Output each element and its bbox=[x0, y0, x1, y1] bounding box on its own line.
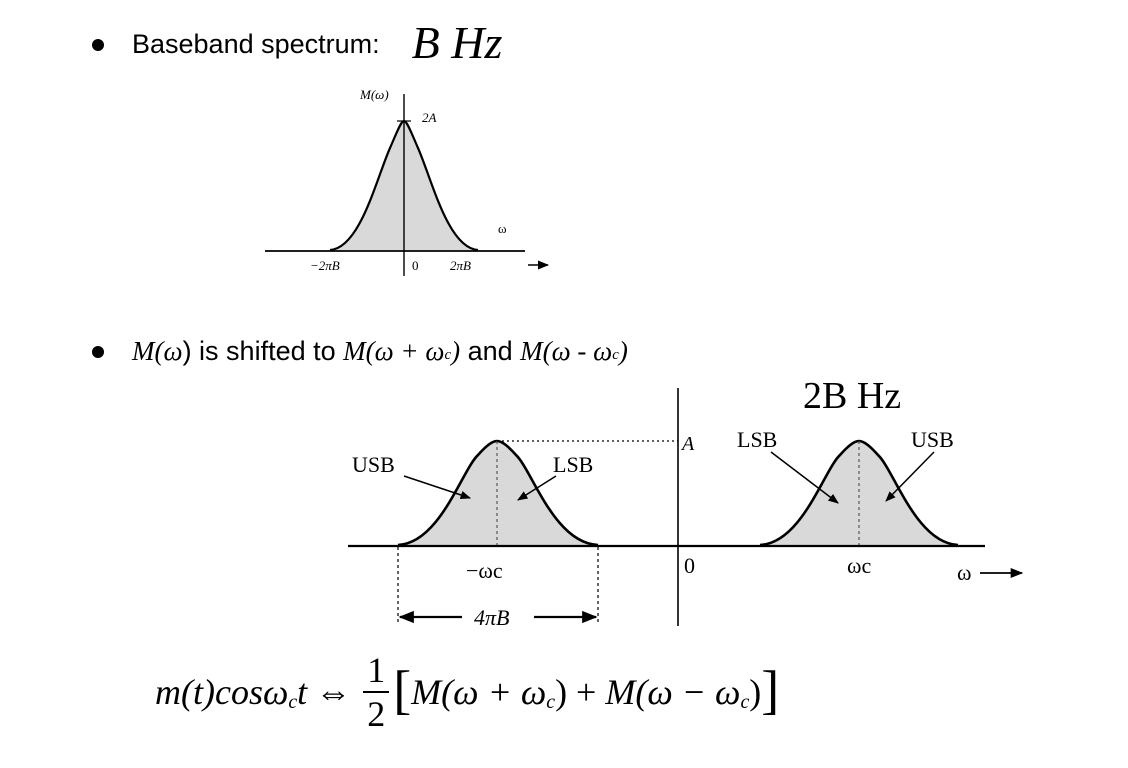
baseband-label: Baseband spectrum: bbox=[132, 29, 380, 59]
omega-symbol: ω bbox=[163, 336, 183, 366]
shifted-spectrum-plus: M(ω + ω bbox=[343, 336, 445, 366]
right-usb-pointer bbox=[885, 451, 935, 502]
left-usb-label: USB bbox=[352, 452, 395, 477]
tick-omega-c: ωc bbox=[847, 553, 871, 578]
term-minus-text: M(ω − ω bbox=[605, 672, 741, 712]
fraction-denominator: 2 bbox=[367, 694, 386, 734]
term-minus: M(ω − ωc) bbox=[605, 671, 761, 713]
subscript-c: c bbox=[444, 347, 452, 363]
right-lsb-label: LSB bbox=[737, 427, 777, 452]
baseband-tick-zero: 0 bbox=[412, 258, 419, 273]
term-plus-subscript: c bbox=[546, 691, 556, 713]
left-lsb-label: LSB bbox=[553, 452, 593, 477]
shift-text: ) is shifted to bbox=[182, 336, 344, 366]
formula-lhs: m(t)cosωct bbox=[155, 671, 307, 713]
baseband-bandwidth: B Hz bbox=[411, 17, 503, 68]
bullet-dot bbox=[92, 345, 104, 358]
paren-close: ) bbox=[618, 336, 628, 366]
term-plus-text: M(ω + ω bbox=[411, 672, 547, 712]
lhs-t: t bbox=[297, 672, 308, 712]
and-text: and bbox=[460, 336, 521, 366]
term-plus-close: ) + bbox=[555, 672, 606, 712]
lhs-text: m(t)cosω bbox=[155, 672, 289, 712]
right-lsb-pointer bbox=[770, 451, 839, 504]
peak-a-label: A bbox=[680, 433, 695, 455]
paren-close: ) bbox=[451, 336, 461, 366]
one-half-fraction: 1 2 bbox=[363, 652, 390, 734]
right-band-fill bbox=[760, 441, 958, 545]
bullet-dot bbox=[92, 38, 104, 51]
omega-axis-label: ω bbox=[957, 560, 971, 585]
bullet-shift: M(ω) is shifted to M(ω + ω c) and M(ω - ω… bbox=[92, 336, 628, 367]
term-minus-subscript: c bbox=[740, 691, 750, 713]
term-minus-close: ) bbox=[749, 672, 762, 712]
term-plus: M(ω + ωc) + bbox=[411, 671, 605, 713]
baseband-tick-pos: 2πB bbox=[450, 258, 471, 273]
right-usb-label: USB bbox=[911, 427, 954, 452]
fraction-numerator: 1 bbox=[363, 652, 390, 693]
spectrum-symbol: M( bbox=[132, 336, 164, 366]
left-bracket: [ bbox=[393, 660, 412, 720]
baseband-y-label: M(ω) bbox=[359, 87, 389, 102]
left-band-fill bbox=[398, 441, 598, 545]
right-bracket: ] bbox=[761, 660, 780, 720]
subscript-c: c bbox=[612, 347, 619, 363]
baseband-spectrum-plot: M(ω) 2A ω −2πB 0 2πB bbox=[265, 87, 550, 276]
left-usb-pointer bbox=[403, 475, 471, 499]
span-label: 4πB bbox=[474, 605, 509, 630]
iff-symbol: ⇔ bbox=[315, 672, 352, 712]
modulation-formula: m(t)cosωct ⇔ 1 2 [ M(ω + ωc) + M(ω − ωc)… bbox=[155, 652, 779, 732]
bullet-baseband: Baseband spectrum: B Hz bbox=[92, 17, 503, 71]
shifted-spectrum-minus: M(ω - ω bbox=[520, 336, 613, 366]
tick-neg-omega-c: −ωc bbox=[466, 558, 503, 583]
tick-zero: 0 bbox=[684, 553, 695, 578]
left-lsb-pointer bbox=[517, 475, 557, 501]
baseband-peak-label: 2A bbox=[422, 110, 437, 125]
baseband-omega-label: ω bbox=[498, 221, 507, 236]
baseband-tick-neg: −2πB bbox=[310, 258, 340, 273]
bandwidth-label: 2B Hz bbox=[803, 375, 901, 417]
shifted-spectrum-plot: 2B Hz A USB LSB LSB USB −ωc 0 ωc ω 4πB bbox=[348, 375, 1024, 630]
lhs-subscript: c bbox=[288, 691, 298, 713]
